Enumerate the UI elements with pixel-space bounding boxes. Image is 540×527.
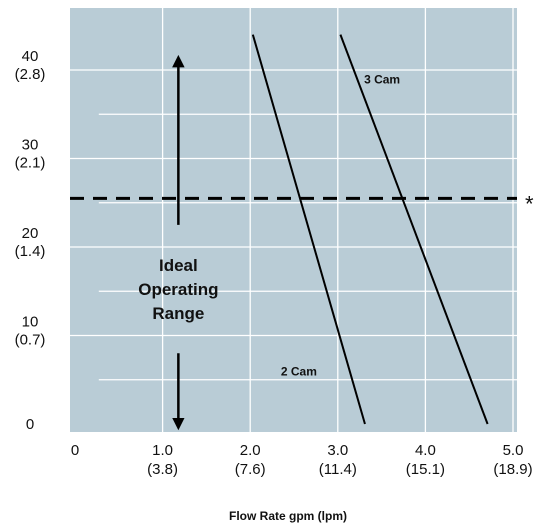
- x-tick-sublabel: (7.6): [235, 461, 266, 478]
- x-tick-label: 5.0: [503, 442, 524, 459]
- reference-star-marker: *: [525, 191, 534, 216]
- x-axis-label: Flow Rate gpm (lpm): [229, 509, 347, 523]
- series-label-1: 2 Cam: [281, 364, 317, 378]
- series-line-1: [251, 34, 366, 425]
- reference-line-group: *: [70, 191, 534, 216]
- y-tick-label: 40: [22, 48, 39, 65]
- x-tick-sublabel: (18.9): [493, 461, 532, 478]
- y-tick-sublabel: (0.7): [15, 332, 46, 349]
- y-tick-sublabel: (1.4): [15, 243, 46, 260]
- y-tick-label: 10: [22, 314, 39, 331]
- x-tick-label: 0: [71, 442, 79, 459]
- y-tick-label: 20: [22, 225, 39, 242]
- annotation-line-3: Range: [152, 304, 204, 323]
- x-axis-ticks: 0 1.0 (3.8) 2.0 (7.6) 3.0 (11.4) 4.0 (15.1) 5.0 (1…: [71, 442, 533, 478]
- grid: [70, 8, 517, 432]
- y-tick-sublabel: (2.1): [15, 155, 46, 172]
- annotation-line-1: Ideal: [159, 256, 198, 275]
- series-line-2: [339, 34, 489, 425]
- y-tick-label: 30: [22, 137, 39, 154]
- x-tick-sublabel: (3.8): [147, 461, 178, 478]
- x-tick-label: 2.0: [240, 442, 261, 459]
- annotation-line-2: Operating: [138, 280, 218, 299]
- x-tick-sublabel: (15.1): [406, 461, 445, 478]
- y-axis-ticks: 0 10(0.7) 20(1.4) 30(2.1) 40(2.8): [15, 48, 46, 433]
- series-label-2: 3 Cam: [364, 72, 400, 86]
- ideal-operating-range-annotation: Ideal Operating Range: [138, 54, 219, 431]
- x-tick-sublabel: (11.4): [319, 461, 357, 478]
- x-tick-label: 4.0: [415, 442, 436, 459]
- y-tick-sublabel: (2.8): [15, 66, 46, 83]
- series-lines: 2 Cam 3 Cam: [251, 34, 489, 425]
- y-tick-label: 0: [26, 416, 34, 433]
- plot-area: [70, 8, 517, 432]
- x-tick-label: 1.0: [152, 442, 173, 459]
- x-tick-label: 3.0: [327, 442, 348, 459]
